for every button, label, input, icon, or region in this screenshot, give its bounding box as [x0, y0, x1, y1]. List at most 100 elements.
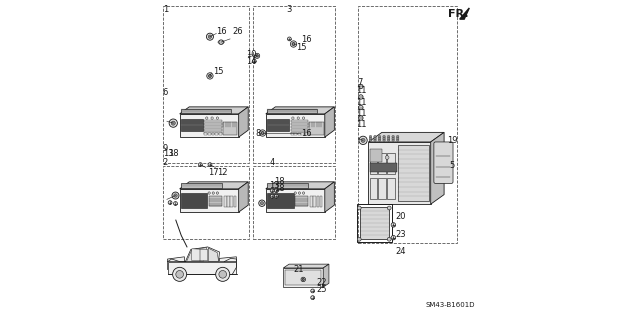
Polygon shape	[220, 257, 236, 262]
Text: 11: 11	[356, 109, 367, 118]
Polygon shape	[266, 189, 324, 212]
Polygon shape	[180, 189, 239, 212]
Bar	[181, 193, 207, 208]
Polygon shape	[284, 264, 329, 268]
Circle shape	[255, 53, 260, 58]
Polygon shape	[266, 182, 334, 189]
Bar	[295, 196, 308, 206]
Polygon shape	[218, 40, 225, 44]
Bar	[320, 196, 323, 207]
Bar	[219, 132, 221, 135]
Bar	[291, 123, 308, 125]
Circle shape	[208, 192, 211, 194]
Text: SM43-B1601D: SM43-B1601D	[425, 302, 475, 308]
Circle shape	[369, 139, 372, 141]
Bar	[313, 196, 316, 207]
Circle shape	[216, 192, 219, 194]
Text: 16: 16	[301, 130, 312, 138]
Text: 20: 20	[396, 212, 406, 221]
Text: 5: 5	[449, 161, 454, 170]
Circle shape	[378, 135, 381, 138]
Text: 15: 15	[296, 43, 307, 52]
Circle shape	[260, 202, 264, 205]
Bar	[387, 178, 395, 199]
Circle shape	[385, 156, 389, 160]
Text: 2: 2	[163, 158, 168, 167]
Bar	[211, 132, 214, 135]
Circle shape	[387, 206, 391, 210]
Polygon shape	[323, 264, 329, 287]
Bar	[360, 207, 389, 239]
Text: 6: 6	[163, 88, 168, 97]
Text: 13: 13	[163, 149, 173, 158]
Text: 18: 18	[274, 177, 284, 186]
Bar	[204, 132, 222, 134]
Bar	[378, 178, 386, 199]
Polygon shape	[324, 182, 334, 212]
Polygon shape	[209, 248, 218, 261]
Circle shape	[207, 33, 214, 40]
Circle shape	[212, 192, 214, 194]
Bar	[310, 122, 324, 135]
Bar	[398, 145, 429, 201]
Circle shape	[216, 117, 219, 119]
Circle shape	[209, 75, 211, 77]
Bar	[223, 122, 237, 135]
Text: 14: 14	[246, 57, 257, 66]
Circle shape	[211, 117, 213, 119]
Circle shape	[270, 194, 274, 198]
Circle shape	[216, 267, 230, 281]
Text: 9: 9	[163, 144, 168, 153]
Bar	[204, 126, 222, 128]
Text: FR.: FR.	[447, 9, 468, 19]
Bar	[204, 129, 222, 131]
Circle shape	[172, 192, 179, 199]
Circle shape	[208, 35, 212, 39]
Circle shape	[173, 194, 177, 197]
Circle shape	[357, 206, 361, 210]
Circle shape	[374, 137, 376, 140]
Bar	[253, 166, 335, 239]
Circle shape	[358, 84, 363, 89]
Text: 17: 17	[208, 168, 218, 177]
Polygon shape	[266, 114, 324, 137]
Bar	[215, 132, 218, 135]
Bar	[301, 132, 304, 135]
Circle shape	[374, 135, 376, 138]
Text: 15: 15	[213, 67, 223, 76]
Circle shape	[369, 137, 372, 140]
Polygon shape	[187, 248, 207, 261]
Circle shape	[208, 163, 212, 167]
Polygon shape	[431, 132, 444, 204]
Polygon shape	[324, 107, 334, 137]
Circle shape	[396, 135, 399, 138]
Text: 19: 19	[447, 136, 458, 145]
Bar	[180, 183, 222, 188]
Text: 12: 12	[218, 168, 228, 177]
Circle shape	[383, 135, 385, 138]
Bar	[204, 120, 222, 122]
Bar	[285, 270, 321, 285]
Circle shape	[311, 289, 315, 293]
Bar	[163, 166, 248, 239]
Circle shape	[311, 296, 315, 300]
Bar	[227, 196, 230, 207]
Bar	[294, 132, 297, 135]
Circle shape	[256, 55, 259, 57]
Bar	[267, 109, 317, 113]
Bar	[204, 132, 207, 135]
Bar	[356, 204, 392, 242]
Circle shape	[291, 41, 297, 47]
Bar	[298, 132, 301, 135]
Circle shape	[294, 192, 296, 194]
FancyBboxPatch shape	[434, 142, 453, 183]
Circle shape	[207, 73, 213, 79]
Circle shape	[259, 200, 265, 206]
Circle shape	[387, 139, 390, 141]
Bar	[291, 129, 308, 131]
Circle shape	[176, 271, 184, 278]
Circle shape	[359, 136, 367, 145]
Circle shape	[374, 139, 376, 141]
Text: 13: 13	[269, 181, 280, 189]
Polygon shape	[266, 107, 334, 114]
